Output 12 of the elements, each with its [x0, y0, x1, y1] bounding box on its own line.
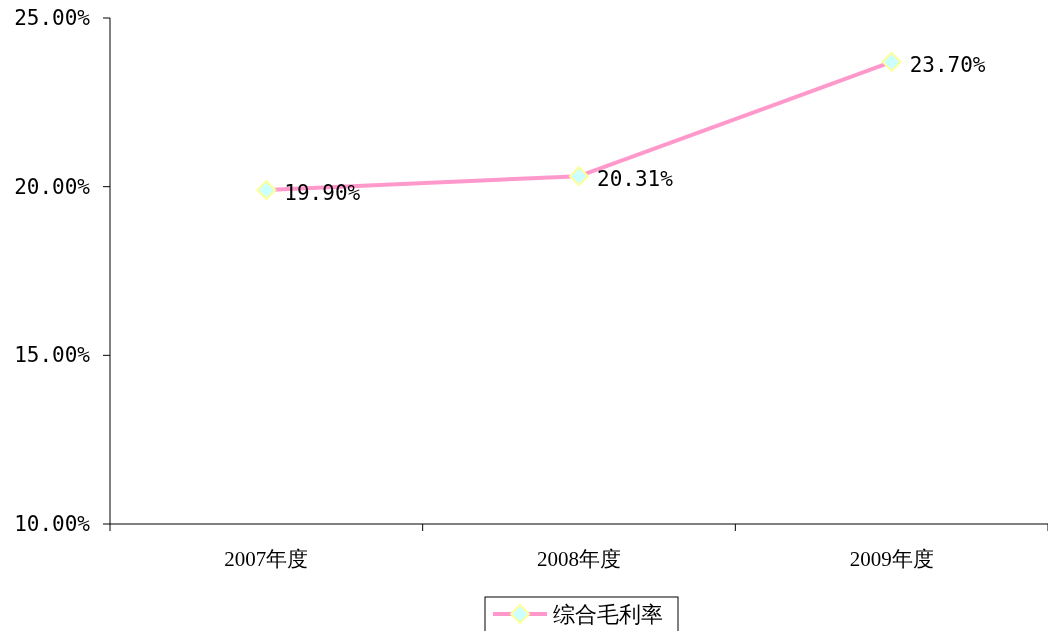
data-label: 20.31% — [597, 167, 674, 192]
y-tick-label: 10.00% — [14, 512, 91, 536]
legend: 综合毛利率 — [484, 596, 679, 631]
x-tick-label: 2008年度 — [537, 547, 621, 571]
x-tick-label: 2007年度 — [224, 547, 309, 571]
data-label: 23.70% — [909, 52, 986, 77]
y-tick-label: 25.00% — [14, 6, 91, 30]
x-tick-label: 2009年度 — [849, 547, 934, 571]
legend-label: 综合毛利率 — [553, 602, 663, 627]
data-label: 19.90% — [284, 181, 361, 206]
y-tick-label: 15.00% — [14, 343, 91, 368]
y-tick-label: 20.00% — [14, 174, 91, 199]
